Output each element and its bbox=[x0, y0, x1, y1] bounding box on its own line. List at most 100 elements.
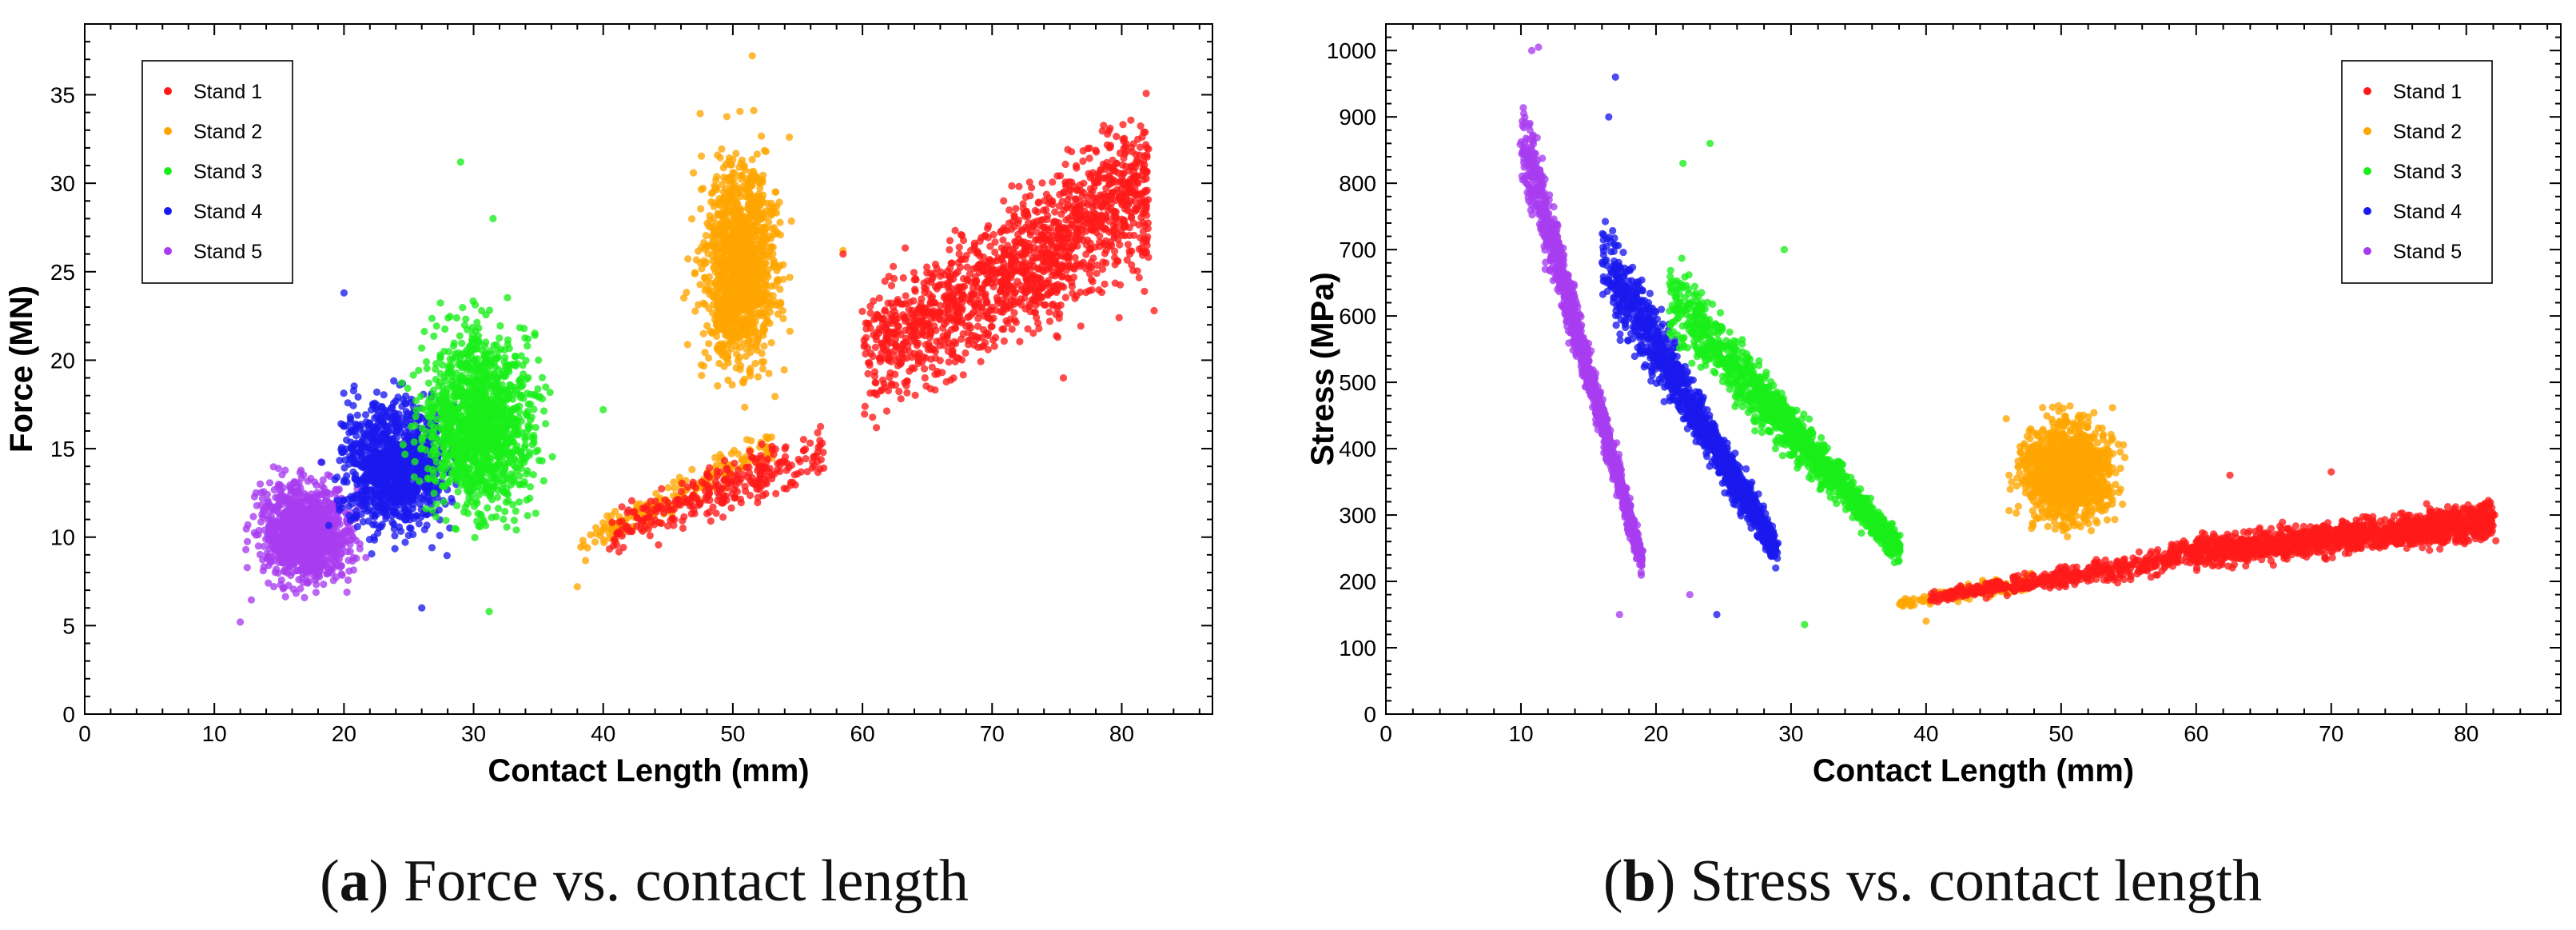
data-point bbox=[516, 481, 524, 489]
data-point bbox=[695, 247, 703, 255]
data-point bbox=[517, 352, 525, 360]
data-point bbox=[412, 512, 420, 520]
x-tick-label: 0 bbox=[78, 721, 91, 746]
scatter-points bbox=[237, 52, 1158, 626]
data-point bbox=[719, 164, 727, 172]
data-point bbox=[459, 349, 467, 357]
data-point bbox=[739, 156, 747, 164]
data-point bbox=[395, 523, 404, 531]
data-point bbox=[440, 444, 448, 452]
data-point bbox=[428, 314, 436, 322]
data-point bbox=[310, 533, 318, 541]
data-point bbox=[358, 459, 366, 467]
data-point bbox=[542, 420, 550, 428]
x-tick-label: 20 bbox=[332, 721, 356, 746]
y-tick-label: 5 bbox=[62, 613, 75, 638]
data-point bbox=[298, 497, 306, 505]
data-point bbox=[751, 329, 759, 337]
data-point bbox=[269, 463, 277, 471]
data-point bbox=[739, 328, 747, 336]
data-point bbox=[699, 329, 707, 337]
data-point bbox=[301, 517, 309, 525]
data-point bbox=[511, 456, 519, 464]
data-point bbox=[479, 421, 487, 429]
data-point bbox=[289, 507, 297, 515]
data-point bbox=[501, 353, 509, 361]
data-point bbox=[516, 461, 524, 469]
data-point bbox=[488, 429, 496, 437]
data-point bbox=[439, 473, 447, 481]
data-point bbox=[343, 537, 351, 545]
data-point bbox=[252, 531, 260, 539]
data-point bbox=[344, 524, 352, 532]
data-point bbox=[727, 235, 735, 243]
data-point bbox=[756, 223, 764, 232]
data-point bbox=[715, 271, 723, 279]
data-point bbox=[710, 229, 718, 237]
data-point bbox=[424, 475, 433, 483]
y-tick-label: 0 bbox=[62, 702, 75, 727]
data-point bbox=[401, 450, 409, 458]
data-point bbox=[296, 469, 305, 477]
data-point bbox=[513, 442, 521, 450]
data-point bbox=[286, 481, 294, 489]
data-point bbox=[454, 448, 463, 456]
data-point bbox=[436, 299, 444, 307]
data-point bbox=[520, 325, 528, 333]
data-point bbox=[496, 460, 504, 468]
data-point bbox=[524, 512, 532, 520]
data-point bbox=[436, 398, 444, 406]
data-point bbox=[752, 202, 760, 210]
data-point bbox=[324, 509, 332, 517]
data-point bbox=[345, 460, 353, 469]
data-point bbox=[526, 483, 535, 491]
x-tick-label: 80 bbox=[1109, 721, 1134, 746]
data-point bbox=[539, 407, 548, 415]
data-point bbox=[778, 307, 787, 315]
data-point bbox=[730, 298, 739, 306]
data-point bbox=[732, 217, 740, 225]
data-point bbox=[452, 369, 460, 377]
data-point bbox=[278, 558, 286, 567]
data-point bbox=[719, 174, 728, 182]
data-point bbox=[303, 578, 311, 586]
data-point bbox=[349, 553, 357, 562]
data-point bbox=[312, 589, 320, 597]
data-point bbox=[371, 423, 379, 431]
data-point bbox=[346, 548, 354, 556]
data-point bbox=[743, 235, 751, 243]
data-point bbox=[487, 361, 495, 369]
data-point bbox=[529, 471, 537, 479]
data-point bbox=[723, 113, 731, 121]
data-point bbox=[521, 334, 529, 342]
data-point bbox=[507, 481, 516, 489]
data-point bbox=[467, 476, 475, 485]
data-point bbox=[727, 178, 736, 186]
data-point bbox=[326, 529, 335, 537]
data-point bbox=[314, 505, 322, 513]
data-point bbox=[289, 513, 297, 521]
data-point bbox=[277, 537, 285, 545]
data-point bbox=[472, 385, 480, 393]
data-point bbox=[736, 266, 744, 274]
data-point bbox=[463, 464, 471, 472]
data-point bbox=[473, 318, 481, 326]
data-point bbox=[440, 451, 448, 459]
data-point bbox=[418, 344, 426, 352]
data-point bbox=[719, 352, 727, 360]
data-point bbox=[430, 423, 438, 431]
data-point bbox=[730, 267, 738, 276]
data-point bbox=[428, 506, 436, 514]
data-point bbox=[249, 513, 257, 521]
data-point bbox=[279, 585, 287, 593]
data-point bbox=[485, 306, 494, 314]
data-point bbox=[317, 553, 325, 562]
data-point bbox=[724, 278, 733, 286]
data-point bbox=[329, 564, 337, 572]
data-point bbox=[512, 526, 520, 534]
y-tick-label: 35 bbox=[50, 83, 75, 108]
data-point bbox=[344, 576, 352, 585]
series-stand-5 bbox=[237, 458, 370, 626]
data-point bbox=[468, 491, 476, 500]
data-point bbox=[318, 533, 326, 541]
